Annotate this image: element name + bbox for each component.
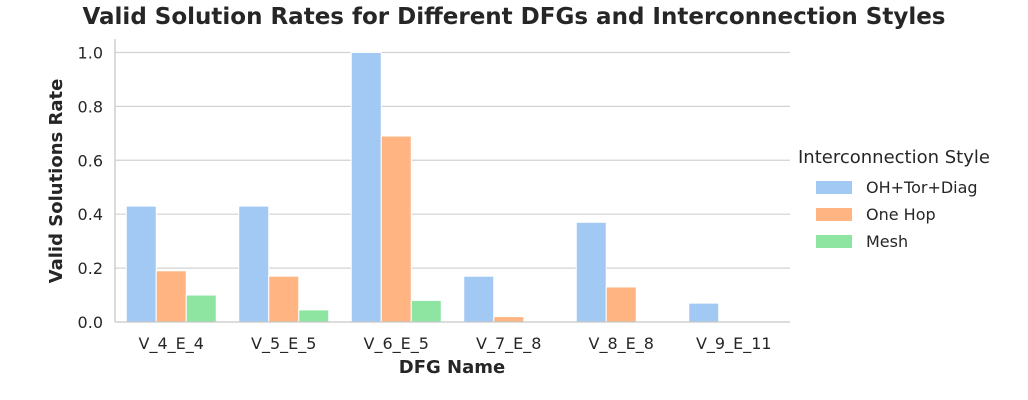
legend-label: One Hop [866,205,936,224]
bar-v-5-e-5-2 [298,309,330,323]
legend: Interconnection Style OH+Tor+Diag One Ho… [798,147,1023,255]
x-tick-label: V_9_E_11 [696,334,772,354]
bar-v-7-e-8-0 [463,275,495,323]
x-tick-label: V_6_E_5 [364,334,429,354]
legend-item-mesh: Mesh [816,228,1023,255]
x-tick-label: V_5_E_5 [251,334,316,354]
bar-v-6-e-5-0 [350,51,382,323]
legend-label: Mesh [866,232,909,251]
y-tick-label: 0.6 [78,151,103,170]
y-tick-label: 0.4 [78,205,103,224]
bars [125,51,720,323]
legend-title: Interconnection Style [798,147,990,168]
bar-v-4-e-4-2 [185,294,217,323]
y-tick-label: 1.0 [78,43,103,62]
bar-v-4-e-4-0 [125,205,157,323]
y-tick-label: 0.2 [78,259,103,278]
legend-item-one-hop: One Hop [816,201,1023,228]
legend-label: OH+Tor+Diag [866,178,978,197]
legend-swatch [816,235,852,248]
legend-swatch [816,181,852,194]
chart-title: Valid Solution Rates for Different DFGs … [82,4,946,30]
bar-v-8-e-8-1 [605,286,637,323]
bar-v-8-e-8-0 [575,221,607,323]
axes [114,39,790,323]
legend-item-oh-tor-diag: OH+Tor+Diag [816,174,1023,201]
y-tick-label: 0.8 [78,97,103,116]
bar-v-5-e-5-1 [268,275,300,323]
bar-v-9-e-11-0 [688,302,720,323]
gridlines [115,51,790,269]
x-axis-label: DFG Name [399,357,505,378]
y-tick-label: 0.0 [78,313,103,332]
x-tick-label: V_8_E_8 [589,334,654,354]
bar-v-6-e-5-1 [380,135,412,323]
bar-v-7-e-8-1 [493,316,525,323]
x-tick-label: V_7_E_8 [476,334,541,354]
bar-v-4-e-4-1 [155,270,187,323]
tick-labels: 0.0 0.2 0.4 0.6 0.8 1.0 V_4_E_4 V_5_E_5 V_6_E_5 V… [78,43,772,354]
bar-v-5-e-5-0 [238,205,270,323]
x-tick-label: V_4_E_4 [139,334,204,354]
legend-swatch [816,208,852,221]
bar-v-6-e-5-2 [410,299,442,323]
y-axis-label: Valid Solutions Rate [46,79,67,284]
